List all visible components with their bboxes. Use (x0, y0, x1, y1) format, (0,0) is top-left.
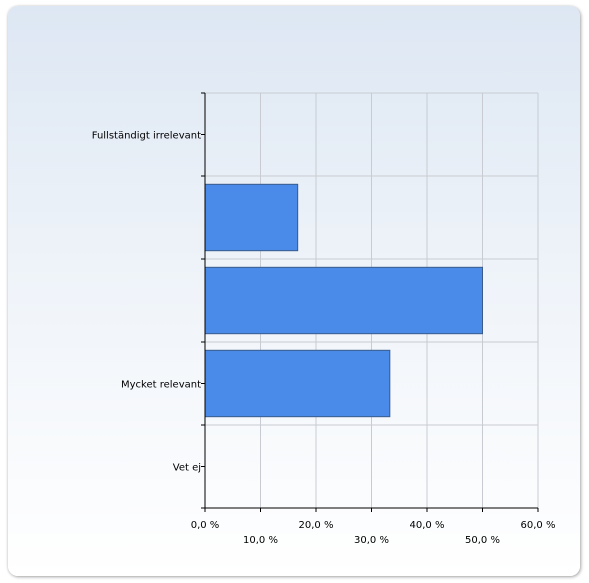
x-tick-label: 0,0 % (191, 520, 220, 531)
x-tick-label: 30,0 % (354, 535, 389, 546)
x-tick-label: 50,0 % (465, 535, 500, 546)
category-label: Fullständigt irrelevant (92, 131, 201, 142)
category-label: Vet ej (173, 463, 201, 474)
bars (204, 183, 483, 418)
bar (204, 183, 299, 252)
x-tick-label: 10,0 % (243, 535, 278, 546)
bar (204, 349, 391, 418)
category-labels: Fullständigt irrelevant Mycket relevant Ve… (92, 131, 201, 474)
x-tick-label: 40,0 % (410, 520, 445, 531)
axes (201, 92, 539, 512)
bar (204, 266, 483, 335)
x-tick-label: 20,0 % (299, 520, 334, 531)
tick-labels: 0,0 % 10,0 % 20,0 % 30,0 % 40,0 % 50,0 % 60,0 … (191, 520, 556, 546)
x-tick-label: 60,0 % (521, 520, 556, 531)
category-label: Mycket relevant (121, 380, 201, 391)
